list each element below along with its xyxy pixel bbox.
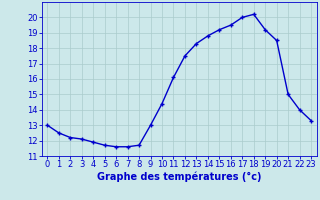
X-axis label: Graphe des températures (°c): Graphe des températures (°c)	[97, 172, 261, 182]
